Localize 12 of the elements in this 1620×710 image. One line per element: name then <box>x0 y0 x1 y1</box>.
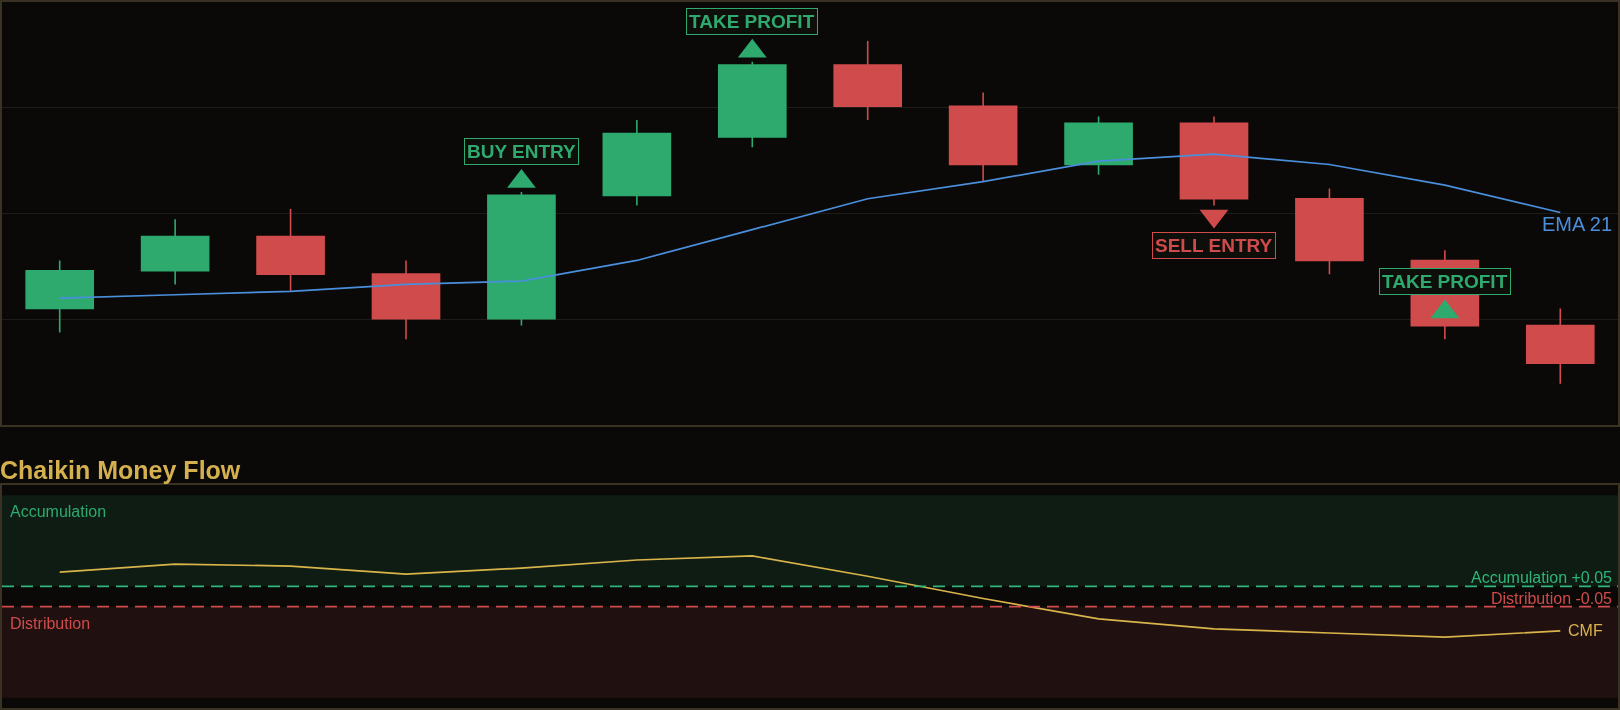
text: TAKE PROFIT <box>1382 271 1508 292</box>
band-label: Distribution <box>10 615 91 632</box>
candlestick <box>140 218 210 286</box>
candlestick <box>1525 307 1595 385</box>
candlestick <box>371 259 441 341</box>
ref-line-label: Accumulation +0.05 <box>1471 569 1613 586</box>
band-label: Accumulation <box>10 503 107 520</box>
candlestick <box>256 208 325 293</box>
chart-title: Chaikin Money Flow <box>0 455 241 484</box>
candlestick <box>25 259 95 334</box>
ref-line-label: Distribution -0.05 <box>1491 590 1613 607</box>
series-label: CMF <box>1568 622 1603 639</box>
